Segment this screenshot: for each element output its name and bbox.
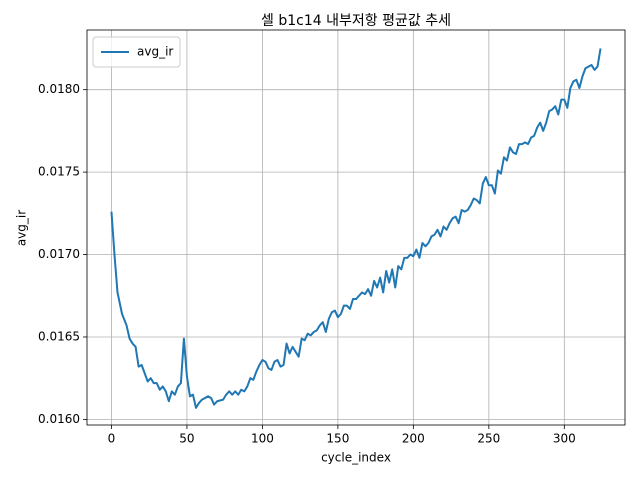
y-tick-label: 0.0170 <box>38 247 80 261</box>
y-axis-label: avg_ir <box>15 210 29 246</box>
x-tick-label: 250 <box>477 432 500 446</box>
y-tick-label: 0.0160 <box>38 412 80 426</box>
x-tick-label: 200 <box>402 432 425 446</box>
data-line <box>110 48 602 409</box>
y-tick-label: 0.0165 <box>38 329 80 343</box>
plot-frame <box>86 29 626 426</box>
legend-box <box>92 36 181 68</box>
x-tick-label: 50 <box>179 432 194 446</box>
legend-label: avg_ir <box>137 45 173 59</box>
chart-title: 셀 b1c14 내부저항 평균값 추세 <box>261 13 451 29</box>
y-tick-label: 0.0175 <box>38 165 80 179</box>
x-axis-label: cycle_index <box>321 451 391 465</box>
x-tick-label: 100 <box>251 432 274 446</box>
x-tick-label: 0 <box>108 432 116 446</box>
x-tick-label: 150 <box>326 432 349 446</box>
y-tick-label: 0.0180 <box>38 82 80 96</box>
x-tick-label: 300 <box>553 432 576 446</box>
